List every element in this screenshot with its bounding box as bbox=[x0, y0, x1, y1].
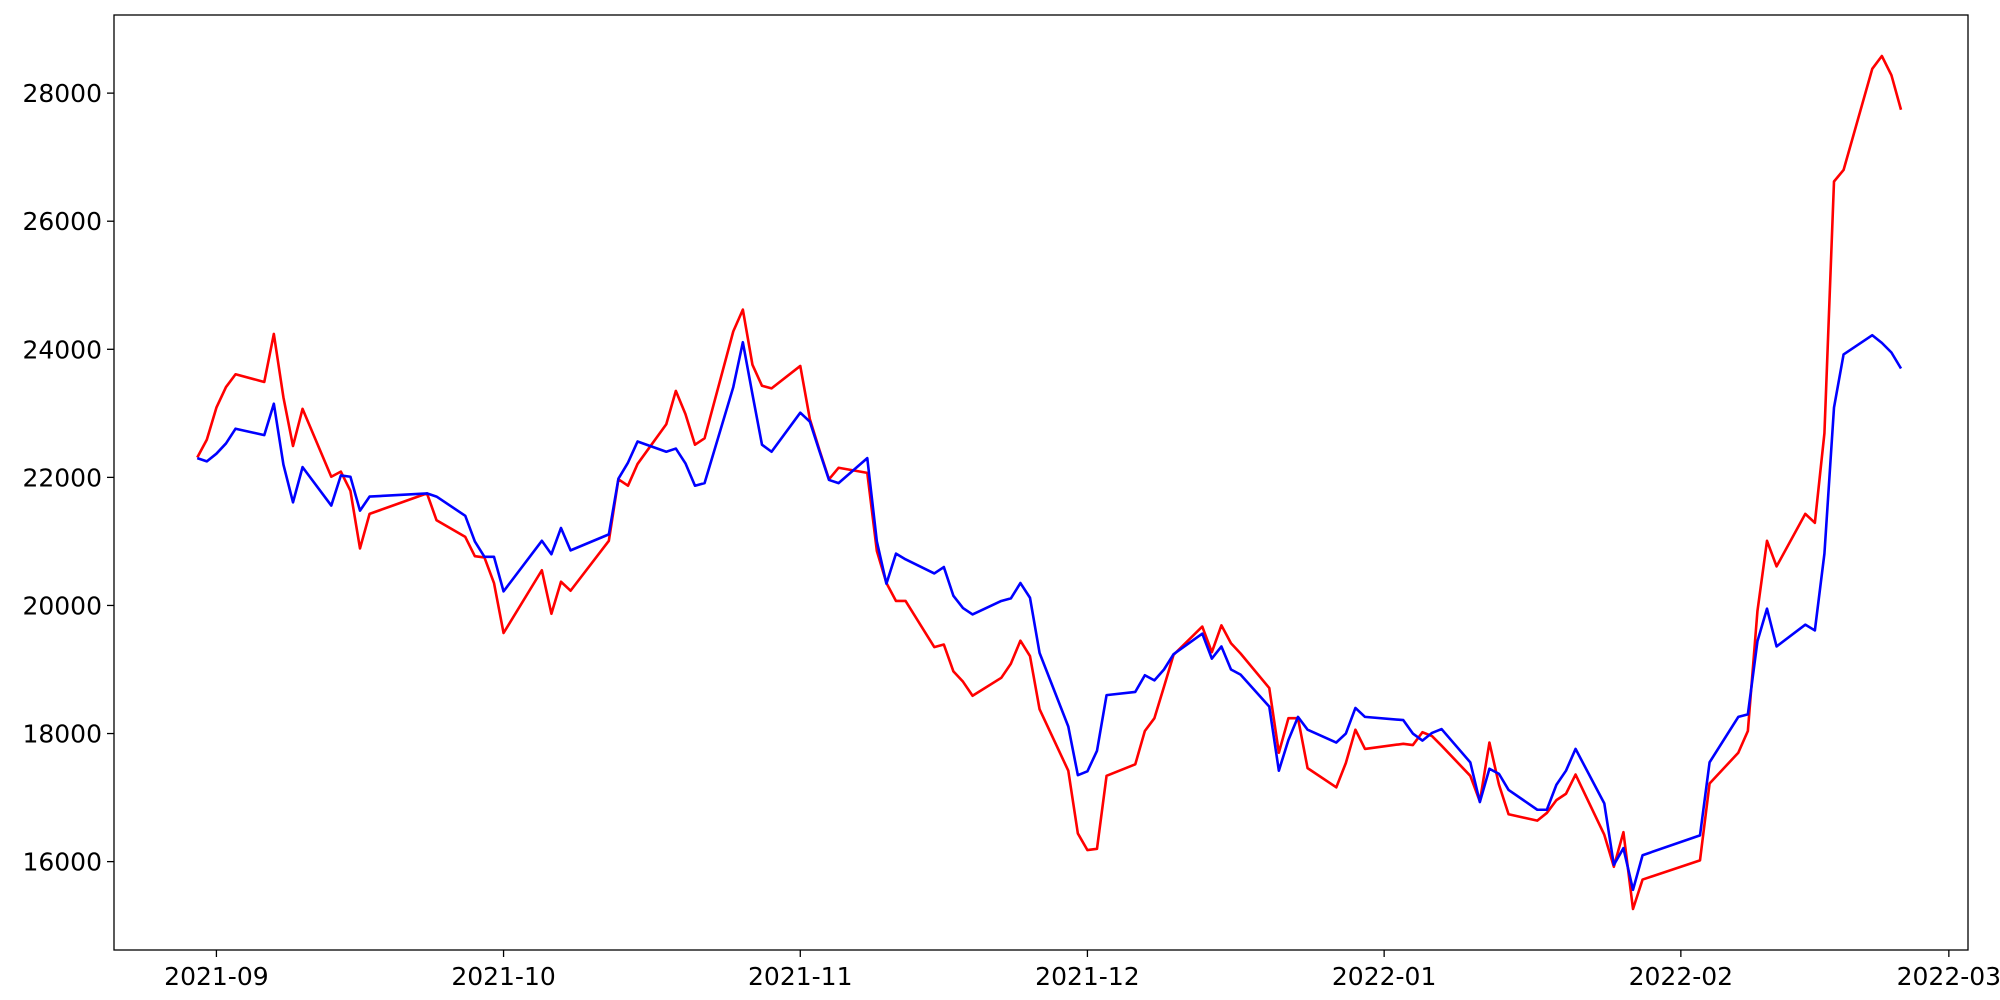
series-line bbox=[196, 333, 1903, 892]
y-tick-label: 26000 bbox=[22, 207, 102, 236]
x-tick-label: 2021-12 bbox=[1035, 962, 1139, 991]
y-tick-label: 18000 bbox=[22, 720, 102, 749]
y-tick-label: 16000 bbox=[22, 848, 102, 877]
x-tick-label: 2021-11 bbox=[748, 962, 852, 991]
series-line bbox=[196, 54, 1903, 911]
y-tick-label: 22000 bbox=[22, 463, 102, 492]
x-tick-label: 2022-02 bbox=[1629, 962, 1733, 991]
x-tick-label: 2021-10 bbox=[451, 962, 555, 991]
x-tick-label: 2022-03 bbox=[1897, 962, 2000, 991]
plot-frame bbox=[113, 14, 1969, 951]
x-tick-label: 2022-01 bbox=[1332, 962, 1436, 991]
y-tick-label: 28000 bbox=[22, 79, 102, 108]
y-tick-label: 24000 bbox=[22, 335, 102, 364]
y-tick-label: 20000 bbox=[22, 591, 102, 620]
x-tick-label: 2021-09 bbox=[164, 962, 268, 991]
